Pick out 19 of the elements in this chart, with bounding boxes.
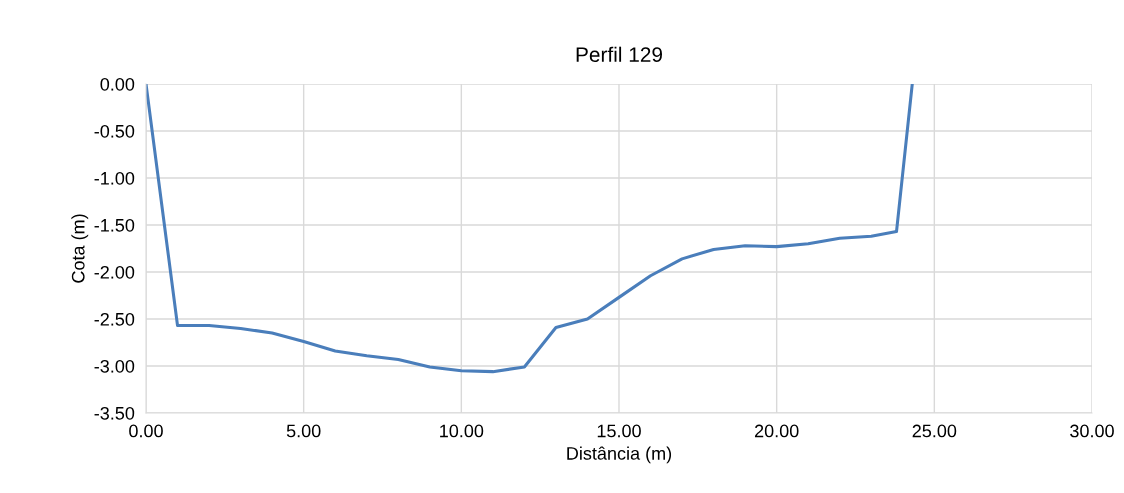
x-tick-label: 0.00 xyxy=(129,424,163,438)
x-tick-label: 10.00 xyxy=(440,424,484,438)
chart-title: Perfil 129 xyxy=(576,46,663,62)
x-tick-label: 5.00 xyxy=(286,424,321,438)
y-tick-label: 0.00 xyxy=(100,77,135,91)
y-tick-label: -1.00 xyxy=(94,171,135,185)
y-tick-label: -3.50 xyxy=(94,406,135,420)
y-axis-title: Cota (m) xyxy=(71,214,89,283)
y-tick-label: -3.00 xyxy=(94,359,135,373)
line-series xyxy=(146,84,914,374)
x-axis-title: Distância (m) xyxy=(567,446,672,464)
y-tick-label: -1.50 xyxy=(94,218,135,232)
y-tick-label: -2.50 xyxy=(94,312,135,326)
y-tick-label: -0.50 xyxy=(94,124,135,138)
x-tick-label: 20.00 xyxy=(754,424,799,438)
x-tick-label: 30.00 xyxy=(1070,424,1114,438)
y-tick-label: -2.00 xyxy=(94,265,135,279)
x-tick-label: 15.00 xyxy=(597,424,641,438)
x-tick-label: 25.00 xyxy=(912,424,957,438)
